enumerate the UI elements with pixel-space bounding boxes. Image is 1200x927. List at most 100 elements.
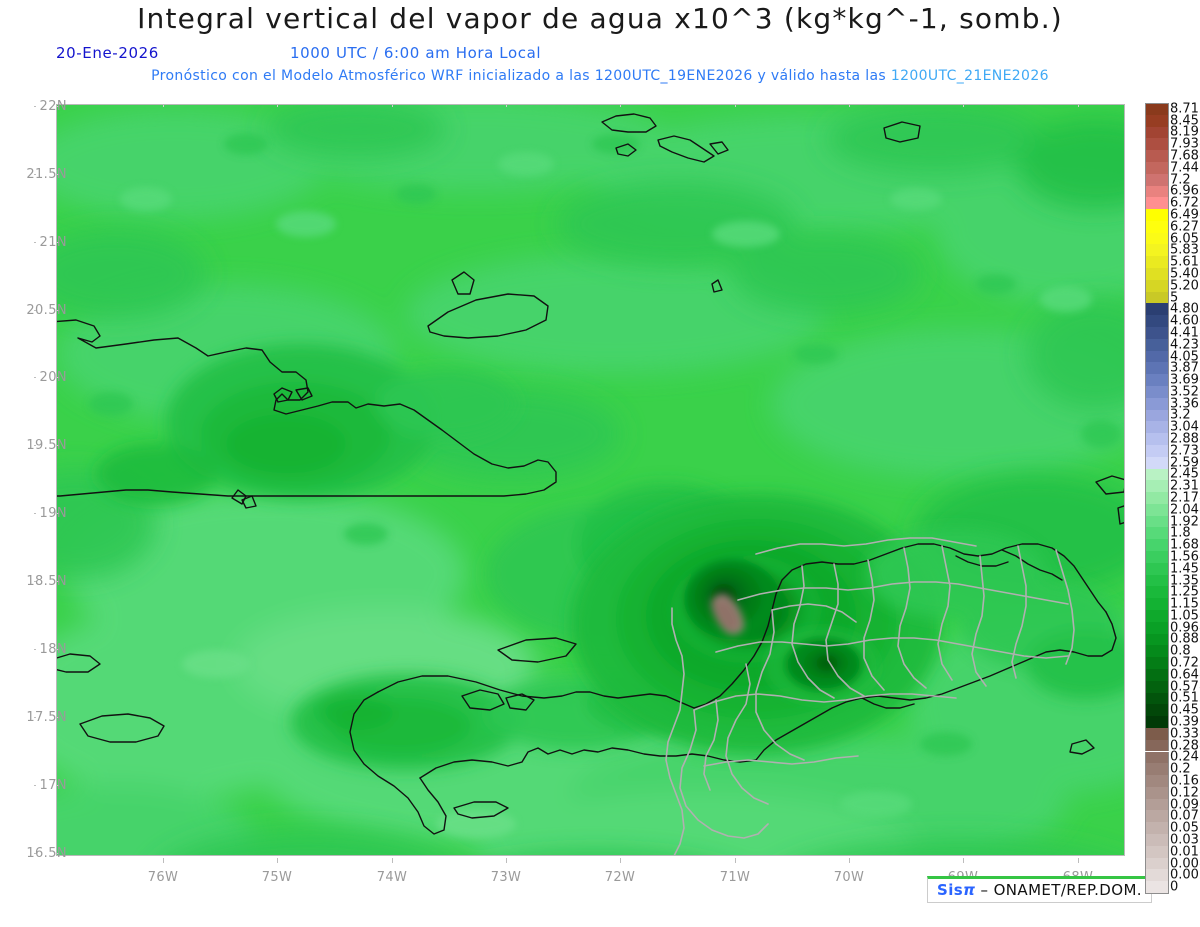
- colorbar-swatch: [1145, 633, 1169, 646]
- colorbar-label: 7.2: [1170, 172, 1191, 188]
- colorbar-label: 3.872: [1170, 360, 1200, 376]
- colorbar-swatch: [1145, 822, 1169, 835]
- colorbar-swatch: [1145, 598, 1169, 610]
- page-title: Integral vertical del vapor de agua x10^…: [137, 2, 1063, 35]
- x-tick-label: 72W: [604, 870, 636, 885]
- colorbar-entry: 0.162: [1145, 774, 1200, 787]
- colorbar-swatch: [1145, 209, 1169, 221]
- colorbar-swatch: [1145, 645, 1169, 658]
- colorbar-swatch: [1145, 692, 1169, 705]
- colorbar-label: 1.922: [1170, 514, 1200, 530]
- colorbar-label: 6.05: [1170, 231, 1199, 247]
- colorbar-entry: 3.2: [1145, 409, 1198, 422]
- colorbar-swatch: [1145, 138, 1169, 151]
- colorbar-entry: 0.338: [1145, 726, 1200, 742]
- colorbar-entry: 7.688: [1145, 148, 1200, 164]
- x-tick-label: 70W: [833, 870, 865, 885]
- x-tick-label: 76W: [147, 870, 179, 885]
- colorbar[interactable]: 8.7128.458.1927.9387.6887.4427.26.9626.7…: [1145, 102, 1200, 894]
- colorbar-entry: 2.738: [1145, 444, 1200, 457]
- colorbar-swatch: [1145, 845, 1169, 858]
- colorbar-entry: 6.962: [1145, 185, 1200, 198]
- colorbar-entry: 0: [1145, 881, 1198, 894]
- colorbar-entry: 5.202: [1145, 279, 1200, 292]
- colorbar-entry: 0.882: [1145, 633, 1200, 646]
- colorbar-swatch: [1145, 303, 1169, 316]
- colorbar-swatch: [1145, 657, 1169, 669]
- colorbar-swatch: [1145, 244, 1169, 257]
- colorbar-label: 0.098: [1170, 797, 1200, 813]
- colorbar-label: 6.272: [1170, 219, 1200, 235]
- colorbar-entry: 8.712: [1145, 102, 1200, 116]
- colorbar-swatch: [1145, 161, 1169, 174]
- colorbar-swatch: [1145, 786, 1169, 799]
- colorbar-entry: 0.002: [1145, 869, 1200, 882]
- colorbar-label: 0.2: [1170, 761, 1191, 777]
- forecast-description-prefix: Pronóstico con el Modelo Atmosférico WRF…: [151, 68, 887, 84]
- colorbar-label: 3.528: [1170, 384, 1200, 400]
- colorbar-label: 4.05: [1170, 349, 1199, 364]
- colorbar-entry: 1.8: [1145, 527, 1198, 540]
- colorbar-entry: 3.872: [1145, 360, 1200, 376]
- colorbar-entry: 5: [1145, 291, 1198, 304]
- colorbar-entry: 0.128: [1145, 786, 1200, 799]
- colorbar-entry: 6.272: [1145, 219, 1200, 235]
- colorbar-entry: 0.8: [1145, 645, 1198, 658]
- map-plot-area[interactable]: [56, 104, 1125, 856]
- x-tick-label: 74W: [376, 870, 408, 885]
- colorbar-swatch: [1145, 562, 1169, 575]
- colorbar-label: 2.888: [1170, 431, 1200, 447]
- colorbar-swatch: [1145, 539, 1169, 552]
- forecast-date: 20-Ene-2026: [56, 44, 159, 62]
- colorbar-swatch: [1145, 668, 1169, 681]
- x-tick-label: 71W: [719, 870, 751, 885]
- agency-logo: Sisπ – ONAMET/REP.DOM.: [927, 876, 1152, 903]
- colorbar-swatch: [1145, 279, 1169, 292]
- colorbar-entry: 4.802: [1145, 301, 1200, 317]
- colorbar-label: 6.728: [1170, 195, 1200, 211]
- colorbar-swatch: [1145, 680, 1169, 693]
- colorbar-swatch: [1145, 268, 1169, 280]
- colorbar-label: 1.152: [1170, 596, 1200, 612]
- colorbar-label: 1.058: [1170, 608, 1200, 624]
- colorbar-label: 0.338: [1170, 726, 1200, 742]
- colorbar-label: 7.688: [1170, 148, 1200, 164]
- colorbar-swatch: [1145, 409, 1169, 422]
- colorbar-entry: 2.312: [1145, 480, 1200, 493]
- forecast-cycle-time: 1000 UTC / 6:00 am Hora Local: [290, 44, 542, 62]
- colorbar-label: 4.802: [1170, 301, 1200, 317]
- colorbar-label: 1.568: [1170, 549, 1200, 565]
- colorbar-entry: 1.682: [1145, 539, 1200, 552]
- colorbar-swatch: [1145, 716, 1169, 728]
- colorbar-entry: 0.45: [1145, 704, 1199, 717]
- colorbar-entry: 0.008: [1145, 857, 1200, 870]
- colorbar-entry: 2.178: [1145, 491, 1200, 504]
- colorbar-entry: 1.458: [1145, 562, 1200, 575]
- colorbar-swatch: [1145, 503, 1169, 516]
- colorbar-swatch: [1145, 586, 1169, 599]
- colorbar-entry: 0.722: [1145, 657, 1200, 670]
- colorbar-swatch: [1145, 385, 1169, 398]
- colorbar-entry: 3.698: [1145, 374, 1200, 387]
- colorbar-swatch: [1145, 551, 1169, 563]
- colorbar-entry: 4.232: [1145, 338, 1200, 351]
- colorbar-label: 0.648: [1170, 667, 1200, 683]
- colorbar-swatch: [1145, 492, 1169, 504]
- colorbar-entry: 5.408: [1145, 267, 1200, 280]
- colorbar-swatch: [1145, 220, 1169, 233]
- colorbar-label: 0.288: [1170, 738, 1200, 754]
- colorbar-entry: 1.922: [1145, 514, 1200, 530]
- colorbar-swatch: [1145, 185, 1169, 198]
- colorbar-entry: 0.648: [1145, 667, 1200, 683]
- colorbar-swatch: [1145, 327, 1169, 339]
- colorbar-entry: 4.418: [1145, 326, 1200, 339]
- colorbar-label: 0.968: [1170, 620, 1200, 636]
- colorbar-swatch: [1145, 775, 1169, 787]
- colorbar-swatch: [1145, 126, 1169, 139]
- colorbar-swatch: [1145, 480, 1169, 493]
- colorbar-entry: 2.048: [1145, 503, 1200, 516]
- colorbar-entry: 1.352: [1145, 574, 1200, 587]
- colorbar-swatch: [1145, 433, 1169, 445]
- colorbar-entry: 1.058: [1145, 608, 1200, 624]
- subtitle-row: 20-Ene-2026 1000 UTC / 6:00 am Hora Loca…: [0, 44, 1200, 66]
